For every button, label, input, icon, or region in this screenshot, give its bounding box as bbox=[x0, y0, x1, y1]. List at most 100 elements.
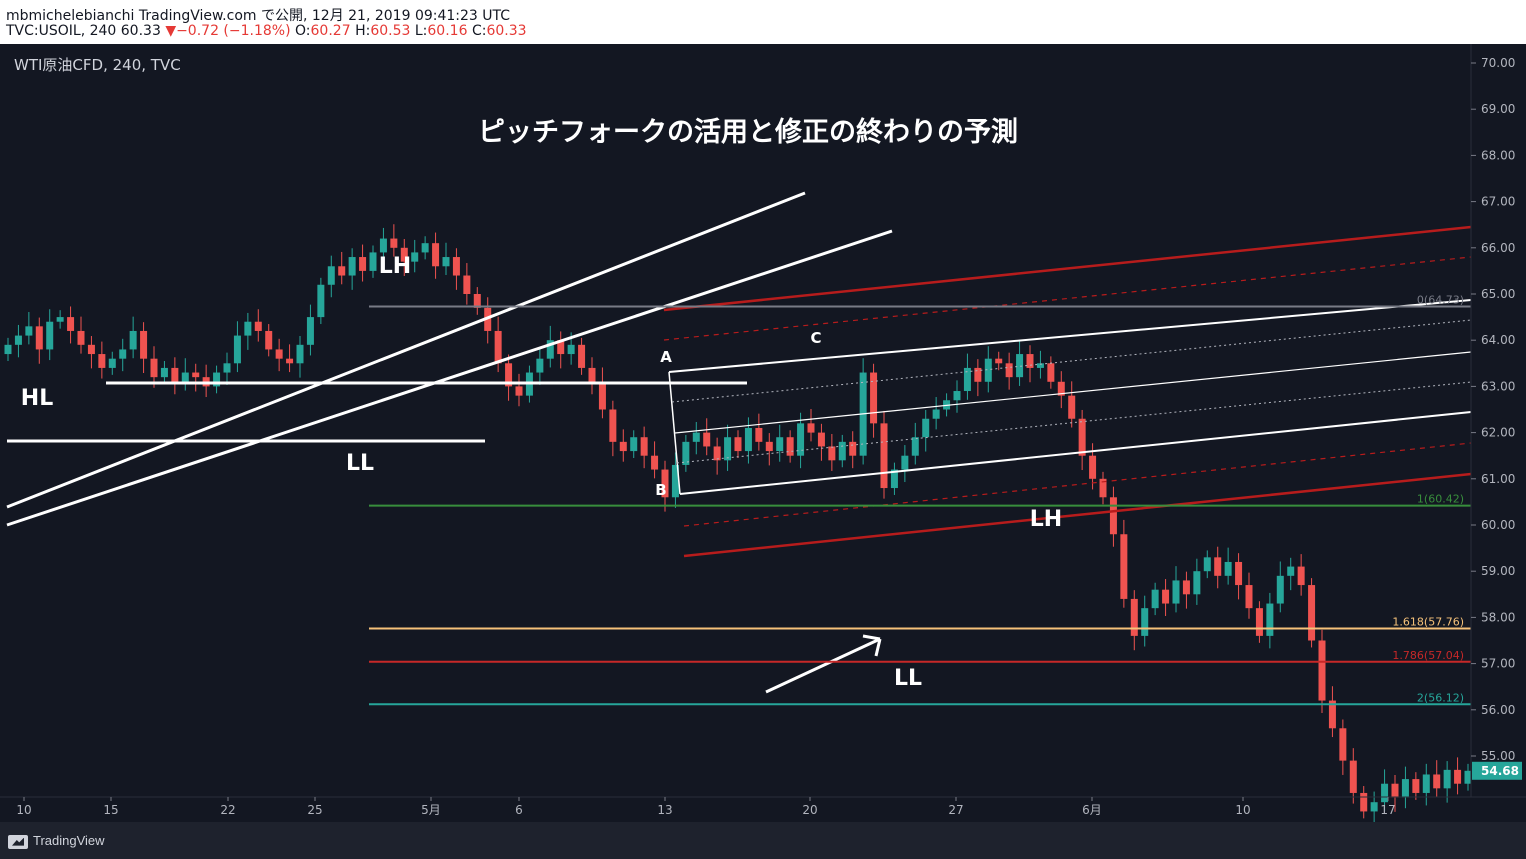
candle-body bbox=[838, 441, 846, 461]
candle-body bbox=[713, 446, 721, 461]
candle bbox=[1141, 595, 1149, 647]
y-tick-label: 70.00 bbox=[1481, 56, 1515, 70]
candle bbox=[1287, 557, 1295, 591]
candle-body bbox=[1141, 608, 1149, 636]
candle bbox=[817, 423, 825, 461]
candle bbox=[922, 409, 930, 452]
candle bbox=[671, 452, 679, 508]
chart-header: mbmichelebianchi TradingView.com で公開, 12… bbox=[0, 0, 1526, 44]
annotation-label: LL bbox=[346, 451, 374, 476]
candle-body bbox=[1443, 769, 1451, 789]
close-value: 60.33 bbox=[486, 23, 527, 39]
candle-body bbox=[932, 409, 940, 419]
candle bbox=[25, 312, 33, 345]
pitchfork-lower bbox=[679, 411, 1472, 495]
candle bbox=[1193, 558, 1201, 605]
trendline-upper bbox=[6, 191, 806, 509]
candle bbox=[1339, 719, 1347, 775]
pitchfork-median bbox=[674, 351, 1472, 434]
x-tick-label: 15 bbox=[103, 803, 118, 817]
candle bbox=[56, 310, 64, 329]
candle-body bbox=[348, 257, 356, 276]
candle-body bbox=[828, 446, 836, 461]
x-tick-label: 6 bbox=[515, 803, 523, 817]
y-tick-label: 69.00 bbox=[1481, 102, 1515, 116]
candle-body bbox=[817, 432, 825, 447]
candle-body bbox=[390, 238, 398, 248]
candle-body bbox=[922, 418, 930, 438]
candle bbox=[838, 434, 846, 468]
y-tick-label: 67.00 bbox=[1481, 195, 1515, 209]
candle bbox=[1214, 546, 1222, 589]
price-chart[interactable]: 0(64.73) 1(60.42) 1.618(57.76) 1.786(57.04)… bbox=[0, 44, 1526, 822]
candle-body bbox=[1016, 354, 1024, 378]
annotation-label: B bbox=[655, 481, 666, 499]
candle-body bbox=[619, 441, 627, 452]
candle-body bbox=[1360, 792, 1368, 812]
fib-level-label: 1.618(57.76) bbox=[1392, 615, 1464, 628]
candle bbox=[1109, 486, 1117, 547]
candle-body bbox=[1109, 497, 1117, 535]
candle-body bbox=[567, 344, 575, 355]
candle bbox=[1182, 571, 1190, 609]
candle-body bbox=[692, 432, 700, 442]
candle-body bbox=[1036, 363, 1044, 368]
candle bbox=[703, 418, 711, 456]
candle-body bbox=[880, 423, 888, 489]
candle-body bbox=[1433, 774, 1441, 789]
candle bbox=[588, 357, 596, 395]
candle-body bbox=[452, 257, 460, 276]
candle-body bbox=[703, 432, 711, 447]
annotation-labels: LH HL LL A B C LH LL bbox=[21, 254, 1062, 691]
ohlc-info: TVC:USOIL, 240 60.33 ▼−0.72 (−1.18%) O:6… bbox=[6, 23, 527, 39]
y-tick-label: 66.00 bbox=[1481, 241, 1515, 255]
candle-body bbox=[1047, 363, 1055, 382]
candle bbox=[598, 367, 606, 419]
candle-body bbox=[995, 358, 1003, 364]
candle-body bbox=[578, 344, 586, 368]
candle bbox=[1255, 601, 1263, 643]
candle-body bbox=[1172, 580, 1180, 604]
candle bbox=[807, 409, 815, 442]
candle bbox=[452, 248, 460, 290]
candle-body bbox=[953, 391, 961, 401]
annotation-label: LH bbox=[1030, 507, 1062, 532]
candle-body bbox=[244, 321, 252, 336]
y-tick-label: 58.00 bbox=[1481, 610, 1515, 624]
candle bbox=[651, 441, 659, 479]
candle bbox=[505, 354, 513, 401]
candle bbox=[1172, 566, 1180, 613]
candle-body bbox=[890, 469, 898, 489]
annotation-label: A bbox=[660, 348, 672, 366]
candle-body bbox=[181, 372, 189, 382]
candle bbox=[87, 336, 95, 369]
candle bbox=[369, 245, 377, 278]
candle bbox=[400, 239, 408, 276]
candle-body bbox=[1318, 640, 1326, 701]
candle-body bbox=[473, 294, 481, 308]
candle bbox=[1099, 471, 1107, 505]
candle bbox=[67, 306, 75, 344]
candle bbox=[557, 331, 565, 369]
tradingview-logo[interactable]: TradingView bbox=[8, 833, 105, 849]
candle bbox=[150, 346, 158, 388]
candle bbox=[1224, 547, 1232, 585]
candle-body bbox=[546, 340, 554, 359]
candle bbox=[953, 380, 961, 413]
candle-body bbox=[1203, 557, 1211, 572]
candle-body bbox=[140, 330, 148, 359]
candle-body bbox=[1005, 363, 1013, 378]
candle bbox=[1151, 582, 1159, 616]
candle-body bbox=[984, 358, 992, 382]
candle bbox=[963, 353, 971, 400]
candle bbox=[108, 351, 116, 375]
arrow-shaft bbox=[765, 637, 881, 694]
candle-body bbox=[233, 335, 241, 364]
pitchfork-handle-ab bbox=[668, 371, 681, 495]
candle bbox=[77, 316, 85, 354]
candle-body bbox=[275, 349, 283, 359]
candle-body bbox=[661, 469, 669, 498]
candle-body bbox=[505, 363, 513, 387]
candle-body bbox=[755, 427, 763, 442]
candle-body bbox=[1182, 580, 1190, 595]
